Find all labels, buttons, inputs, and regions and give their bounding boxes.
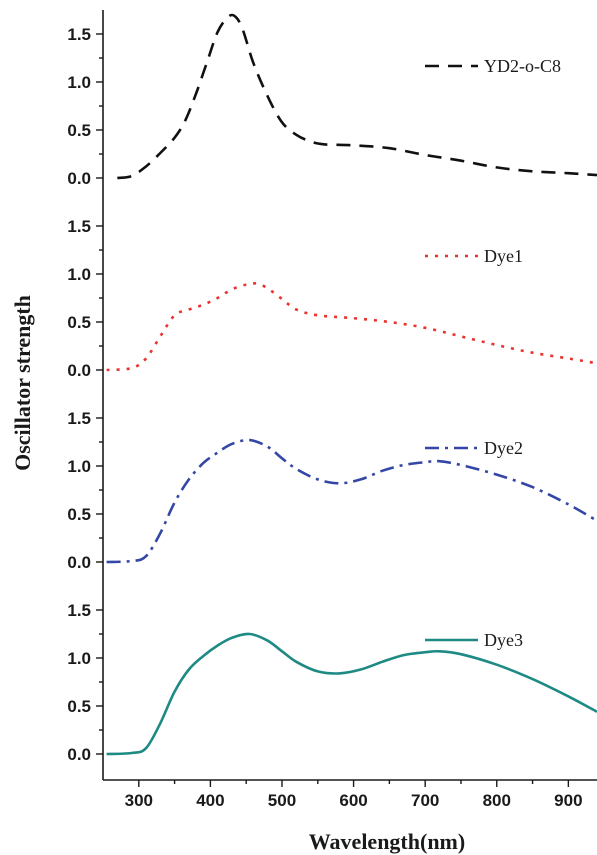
series-line-dye1 (106, 282, 597, 372)
y-tick-label: 0.0 (67, 361, 91, 380)
y-tick-label: 1.0 (67, 457, 91, 476)
y-tick-label: 1.5 (67, 601, 91, 620)
legend-label-dye1: Dye1 (484, 246, 523, 266)
x-tick-label: 700 (411, 791, 439, 810)
x-tick-label: 500 (268, 791, 296, 810)
y-tick-label: 1.0 (67, 649, 91, 668)
series-line-dye3 (106, 632, 597, 756)
x-tick-label: 400 (196, 791, 224, 810)
legend-label-dye2: Dye2 (484, 438, 523, 458)
y-tick-label: 1.5 (67, 217, 91, 236)
y-tick-label: 1.5 (67, 25, 91, 44)
x-tick-label: 300 (125, 791, 153, 810)
x-tick-label: 800 (483, 791, 511, 810)
y-tick-label: 1.0 (67, 265, 91, 284)
y-tick-label: 1.0 (67, 73, 91, 92)
y-axis-title: Oscillator strength (10, 295, 35, 471)
y-tick-label: 0.5 (67, 505, 91, 524)
plot-area: 0.0 0.5 1.0 1.5 0.0 0.5 1.0 1.5 0.0 0.5 1.0 1.5 0.0 0… (67, 10, 597, 810)
legend-label-dye3: Dye3 (484, 630, 523, 650)
y-tick-label: 0.5 (67, 313, 91, 332)
x-tick-label: 900 (554, 791, 582, 810)
x-axis-title: Wavelength(nm) (309, 829, 465, 854)
y-tick-label: 0.5 (67, 697, 91, 716)
series-line-dye2 (106, 438, 597, 564)
y-tick-label: 0.0 (67, 553, 91, 572)
y-tick-label: 0.0 (67, 169, 91, 188)
series-line-yd2-o-c8 (117, 13, 597, 180)
y-tick-label: 0.0 (67, 745, 91, 764)
y-tick-label: 1.5 (67, 409, 91, 428)
y-tick-label: 0.5 (67, 121, 91, 140)
x-tick-label: 600 (339, 791, 367, 810)
legend-label-yd2-o-c8: YD2-o-C8 (484, 56, 561, 76)
